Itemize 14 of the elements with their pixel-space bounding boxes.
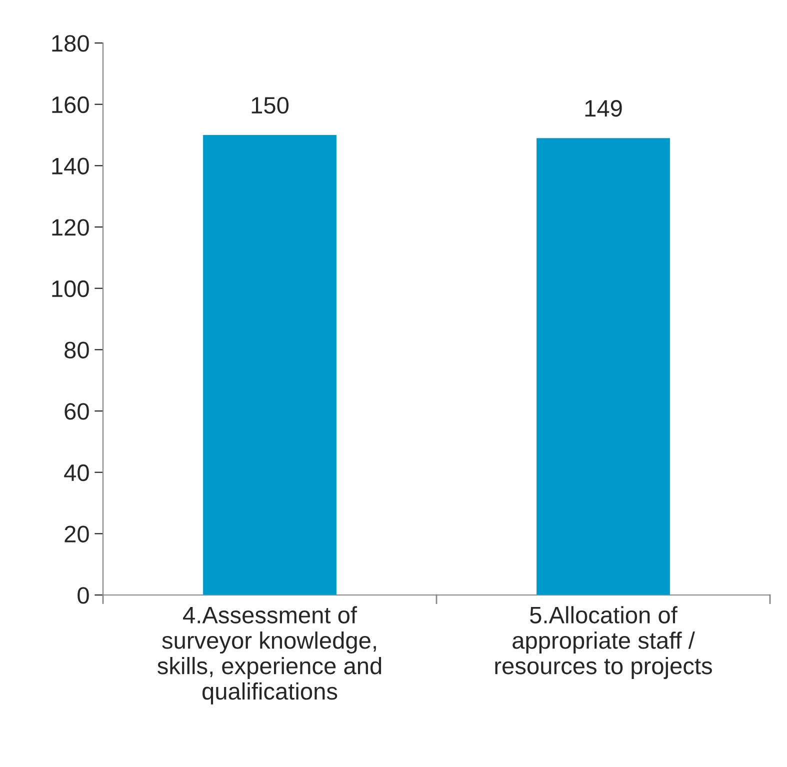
data-label: 150 (252, 96, 289, 114)
y-tick-label: 140 (52, 158, 89, 174)
y-tick-label: 180 (52, 35, 89, 52)
x-tick-label: 4.Assessment of surveyor knowledge, skills, experience and qualifications (158, 606, 382, 704)
y-tick-label: 120 (52, 219, 89, 236)
y-tick-label: 160 (52, 96, 89, 114)
y-tick-label: 80 (64, 342, 89, 358)
y-tick-label: 0 (78, 587, 89, 604)
x-tick-label: 5.Allocation of appropriate staff / resources to projects (495, 606, 712, 679)
y-tick-label: 100 (52, 280, 89, 298)
y-tick-label: 60 (64, 403, 89, 420)
y-tick-label: 40 (64, 464, 89, 482)
y-tick-label: 20 (64, 526, 89, 542)
data-label: 149 (585, 100, 622, 117)
